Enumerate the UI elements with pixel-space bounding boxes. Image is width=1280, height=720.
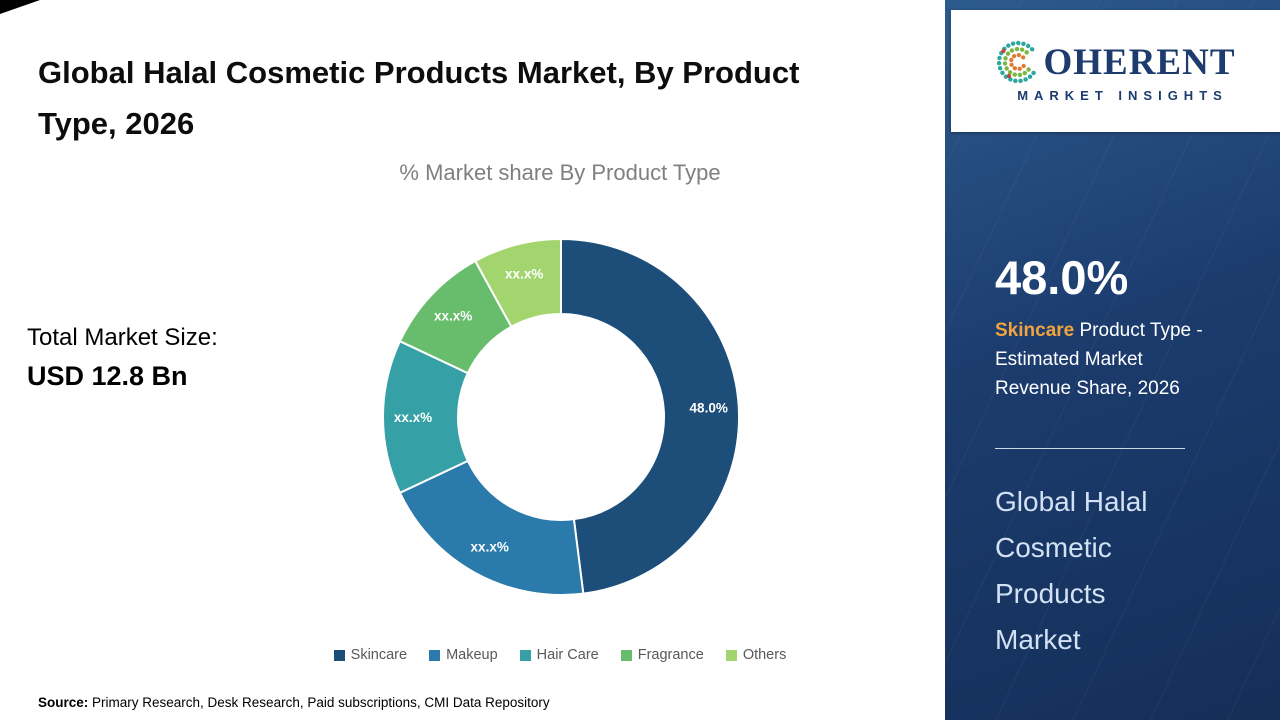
total-market-size: Total Market Size: USD 12.8 Bn bbox=[27, 324, 218, 392]
donut-chart: 48.0% xx.x% xx.x% xx.x% xx.x% bbox=[382, 237, 740, 597]
stat-description-rest: Product Type - Estimated Market Revenue … bbox=[995, 320, 1203, 399]
donut-segment-skincare bbox=[560, 237, 740, 595]
legend-swatch bbox=[620, 649, 632, 661]
segment-label-skincare: 48.0% bbox=[690, 401, 728, 416]
legend-label: Skincare bbox=[350, 647, 408, 663]
market-name: Global Halal Cosmetic Products Market bbox=[995, 486, 1148, 655]
corner-accent bbox=[0, 0, 40, 14]
segment-label-hair-care: xx.x% bbox=[394, 410, 432, 425]
legend-item-fragrance: Fragrance bbox=[620, 647, 704, 663]
chart-subtitle: % Market share By Product Type bbox=[399, 160, 721, 185]
legend-label: Fragrance bbox=[637, 647, 704, 663]
logo-dotted-c-icon bbox=[997, 40, 1037, 84]
legend-item-skincare: Skincare bbox=[333, 647, 408, 663]
segment-label-makeup: xx.x% bbox=[471, 540, 509, 555]
stat-highlight: Skincare bbox=[995, 320, 1075, 341]
legend-label: Others bbox=[742, 647, 787, 663]
stat-description: Skincare Product Type - Estimated Market… bbox=[995, 316, 1217, 403]
segment-label-fragrance: xx.x% bbox=[434, 309, 472, 324]
panel-body: 48.0% Skincare Product Type - Estimated … bbox=[945, 250, 1280, 663]
total-market-label: Total Market Size: bbox=[27, 324, 218, 351]
donut-segment-others bbox=[473, 237, 562, 329]
legend-swatch bbox=[333, 649, 345, 661]
source-line: Source: Primary Research, Desk Research,… bbox=[38, 695, 550, 710]
logo-wordmark: OHERENT bbox=[995, 39, 1235, 85]
logo-text: OHERENT bbox=[1043, 41, 1236, 83]
legend-item-hair-care: Hair Care bbox=[519, 647, 599, 663]
stat-value: 48.0% bbox=[995, 251, 1129, 304]
legend-item-makeup: Makeup bbox=[429, 647, 498, 663]
donut-segment-makeup bbox=[398, 459, 585, 597]
logo-tagline: MARKET INSIGHTS bbox=[1017, 88, 1228, 103]
panel-divider bbox=[995, 448, 1185, 449]
legend-item-others: Others bbox=[725, 647, 787, 663]
source-text: Primary Research, Desk Research, Paid su… bbox=[88, 695, 550, 710]
legend-swatch bbox=[519, 649, 531, 661]
segment-label-others: xx.x% bbox=[505, 267, 543, 282]
source-label: Source: bbox=[38, 695, 89, 710]
right-panel: OHERENT MARKET INSIGHTS 48.0% Skincare P… bbox=[945, 0, 1280, 720]
legend-swatch bbox=[429, 649, 441, 661]
legend-label: Makeup bbox=[446, 647, 498, 663]
coherent-logo: OHERENT MARKET INSIGHTS bbox=[951, 10, 1280, 132]
legend-swatch bbox=[725, 649, 737, 661]
page-title: Global Halal Cosmetic Products Market, B… bbox=[38, 54, 800, 141]
chart-legend: Skincare Makeup Hair Care Fragrance Others bbox=[160, 647, 960, 663]
total-market-value: USD 12.8 Bn bbox=[27, 361, 188, 391]
legend-label: Hair Care bbox=[536, 647, 599, 663]
